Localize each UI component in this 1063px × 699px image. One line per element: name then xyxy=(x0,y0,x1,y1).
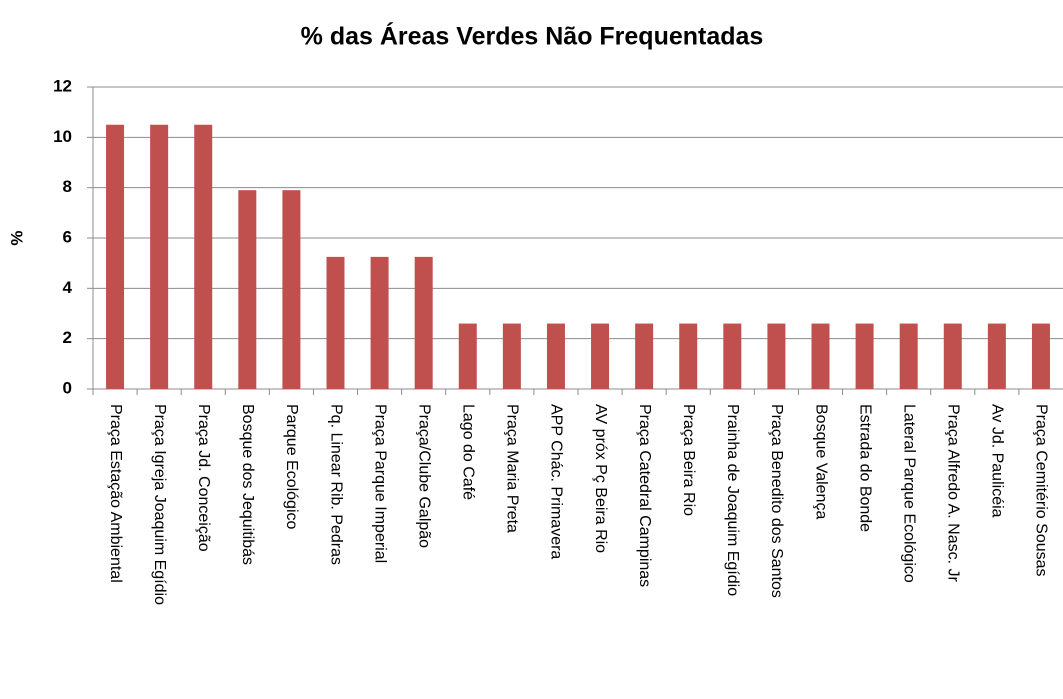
bar xyxy=(150,124,169,389)
x-tick-label: Praça Alfredo A. Nasc. Jr xyxy=(945,404,962,583)
bar xyxy=(194,124,213,389)
x-tick-label: Praça Parque Imperial xyxy=(371,404,388,563)
bar xyxy=(987,323,1006,389)
x-tick-label: AV próx Pç Beira Rio xyxy=(592,404,609,553)
x-tick-label: Lago do Café xyxy=(460,404,477,500)
bar xyxy=(635,323,654,389)
x-tick-label: Praça Beira Rio xyxy=(680,404,697,516)
bar xyxy=(899,323,918,389)
x-tick-label: Bosque Valença xyxy=(812,404,829,519)
x-tick-label: Prainha de Joaquim Egídio xyxy=(724,404,741,596)
y-tick-label: 0 xyxy=(63,378,72,397)
bar xyxy=(414,256,433,389)
y-tick-label: 8 xyxy=(63,177,72,196)
bar xyxy=(943,323,962,389)
bar xyxy=(326,256,345,389)
y-axis-label: % xyxy=(7,230,26,245)
bar xyxy=(282,190,301,389)
bar xyxy=(723,323,742,389)
x-tick-label: Av Jd. Paulicéia xyxy=(989,404,1006,518)
x-tick-label: Parque Ecológico xyxy=(283,404,300,530)
bar xyxy=(767,323,786,389)
y-tick-label: 6 xyxy=(63,227,72,246)
x-tick-label: Lateral Parque Ecológico xyxy=(900,404,917,583)
x-tick-label: Bosque dos Jequitibás xyxy=(239,404,256,565)
x-tick-label: Praça Jd. Conceição xyxy=(195,404,212,552)
bar xyxy=(591,323,610,389)
bar xyxy=(546,323,565,389)
bar xyxy=(811,323,830,389)
x-tick-label: APP Chác. Primavera xyxy=(548,404,565,559)
y-tick-label: 2 xyxy=(63,328,72,347)
x-tick-label: Praça Benedito dos Santos xyxy=(768,404,785,598)
x-tick-label: Praça Catedral Campinas xyxy=(636,404,653,587)
bar xyxy=(855,323,874,389)
bar xyxy=(106,124,125,389)
bar xyxy=(238,190,257,389)
y-tick-label: 4 xyxy=(63,278,73,297)
y-tick-label: 12 xyxy=(53,76,72,95)
bar xyxy=(370,256,389,389)
chart-title: % das Áreas Verdes Não Frequentadas xyxy=(301,22,764,51)
y-tick-label: 10 xyxy=(53,127,72,146)
bar xyxy=(1031,323,1050,389)
bar xyxy=(502,323,521,389)
x-tick-label: Praça Cemitério Sousas xyxy=(1033,404,1050,577)
bar xyxy=(458,323,477,389)
x-tick-label: Praça/Clube Galpão xyxy=(415,404,432,548)
x-tick-label: Praça Maria Preta xyxy=(504,404,521,533)
bar xyxy=(679,323,698,389)
x-tick-label: Pq. Linear Rib. Pedras xyxy=(327,404,344,565)
x-tick-label: Praça Igreja Joaquim Egídio xyxy=(151,404,168,605)
x-tick-label: Praça Estação Ambiental xyxy=(107,404,124,583)
x-tick-label: Estrada do Bonde xyxy=(856,404,873,532)
